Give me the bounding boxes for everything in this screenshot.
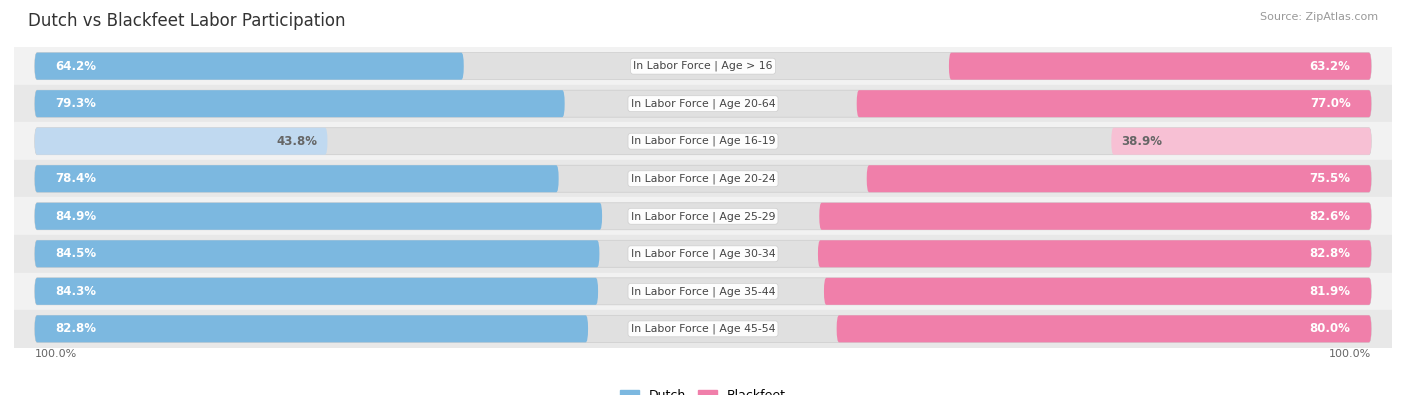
Text: 82.8%: 82.8% <box>55 322 97 335</box>
FancyBboxPatch shape <box>35 240 599 267</box>
Text: In Labor Force | Age 20-24: In Labor Force | Age 20-24 <box>631 173 775 184</box>
Bar <box>14 273 1392 310</box>
Text: In Labor Force | Age 30-34: In Labor Force | Age 30-34 <box>631 248 775 259</box>
Text: 43.8%: 43.8% <box>276 135 318 148</box>
FancyBboxPatch shape <box>35 165 558 192</box>
Text: 84.3%: 84.3% <box>55 285 97 298</box>
Text: 84.9%: 84.9% <box>55 210 97 223</box>
Text: Dutch vs Blackfeet Labor Participation: Dutch vs Blackfeet Labor Participation <box>28 12 346 30</box>
FancyBboxPatch shape <box>856 90 1371 117</box>
FancyBboxPatch shape <box>1111 128 1371 155</box>
FancyBboxPatch shape <box>866 165 1371 192</box>
Bar <box>14 160 1392 198</box>
FancyBboxPatch shape <box>837 315 1371 342</box>
Text: In Labor Force | Age 45-54: In Labor Force | Age 45-54 <box>631 324 775 334</box>
FancyBboxPatch shape <box>35 90 1371 117</box>
FancyBboxPatch shape <box>35 203 602 230</box>
Bar <box>14 85 1392 122</box>
FancyBboxPatch shape <box>35 240 1371 267</box>
Text: 80.0%: 80.0% <box>1310 322 1351 335</box>
Text: 77.0%: 77.0% <box>1310 97 1351 110</box>
Bar <box>14 122 1392 160</box>
Text: 82.6%: 82.6% <box>1309 210 1351 223</box>
Legend: Dutch, Blackfeet: Dutch, Blackfeet <box>614 384 792 395</box>
Text: In Labor Force | Age 16-19: In Labor Force | Age 16-19 <box>631 136 775 147</box>
Text: 63.2%: 63.2% <box>1310 60 1351 73</box>
Text: 84.5%: 84.5% <box>55 247 97 260</box>
Text: 75.5%: 75.5% <box>1309 172 1351 185</box>
Text: 79.3%: 79.3% <box>55 97 96 110</box>
Text: 78.4%: 78.4% <box>55 172 97 185</box>
Text: In Labor Force | Age > 16: In Labor Force | Age > 16 <box>633 61 773 71</box>
Text: In Labor Force | Age 35-44: In Labor Force | Age 35-44 <box>631 286 775 297</box>
FancyBboxPatch shape <box>35 90 565 117</box>
Text: In Labor Force | Age 25-29: In Labor Force | Age 25-29 <box>631 211 775 222</box>
FancyBboxPatch shape <box>818 240 1371 267</box>
FancyBboxPatch shape <box>35 315 588 342</box>
FancyBboxPatch shape <box>35 203 1371 230</box>
Text: 100.0%: 100.0% <box>1329 350 1371 359</box>
FancyBboxPatch shape <box>35 128 328 155</box>
FancyBboxPatch shape <box>35 278 598 305</box>
Text: 64.2%: 64.2% <box>55 60 97 73</box>
FancyBboxPatch shape <box>824 278 1371 305</box>
FancyBboxPatch shape <box>820 203 1371 230</box>
Bar <box>14 310 1392 348</box>
Text: 81.9%: 81.9% <box>1309 285 1351 298</box>
FancyBboxPatch shape <box>35 315 1371 342</box>
FancyBboxPatch shape <box>35 128 1371 155</box>
FancyBboxPatch shape <box>35 278 1371 305</box>
Bar <box>14 235 1392 273</box>
FancyBboxPatch shape <box>35 53 464 80</box>
Text: 100.0%: 100.0% <box>35 350 77 359</box>
Bar <box>14 47 1392 85</box>
Text: In Labor Force | Age 20-64: In Labor Force | Age 20-64 <box>631 98 775 109</box>
FancyBboxPatch shape <box>35 53 1371 80</box>
Text: Source: ZipAtlas.com: Source: ZipAtlas.com <box>1260 12 1378 22</box>
Bar <box>14 198 1392 235</box>
FancyBboxPatch shape <box>35 165 1371 192</box>
Text: 82.8%: 82.8% <box>1309 247 1351 260</box>
Text: 38.9%: 38.9% <box>1122 135 1163 148</box>
FancyBboxPatch shape <box>949 53 1371 80</box>
